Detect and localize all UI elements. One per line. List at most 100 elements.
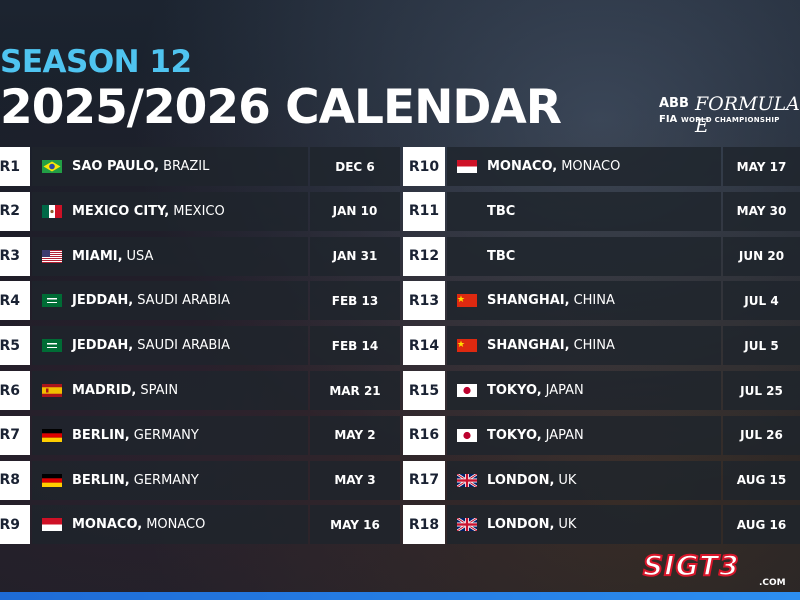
race-city: MIAMI, xyxy=(72,248,123,264)
race-country: JAPAN xyxy=(545,427,584,443)
round-number: R17 xyxy=(403,460,445,500)
race-location: LONDON, UK xyxy=(447,505,721,545)
race-location: TOKYO, JAPAN xyxy=(447,415,721,455)
logo-formula: FORMULA E xyxy=(695,93,800,137)
usa-flag-icon xyxy=(42,249,62,263)
race-location: BERLIN, GERMANY xyxy=(32,460,308,500)
race-city: MONACO, xyxy=(487,159,558,174)
race-date: FEB 14 xyxy=(310,326,400,366)
round-number: R4 xyxy=(0,281,30,321)
logo-abb: ABB xyxy=(659,96,689,111)
calendar-row-r13: R13 SHANGHAI, CHINA JUL 4 xyxy=(403,281,800,321)
round-number: R16 xyxy=(403,415,445,455)
race-country: GERMANY xyxy=(133,427,199,443)
race-country: MONACO xyxy=(146,517,206,533)
saudi-flag-icon xyxy=(42,294,62,308)
round-number: R14 xyxy=(403,326,445,366)
bottom-accent-bar xyxy=(0,592,800,600)
race-country: JAPAN xyxy=(545,383,584,398)
race-location: TBC xyxy=(447,191,721,231)
season-label: SEASON 12 xyxy=(0,44,192,80)
calendar-row-r9: R9 MONACO, MONACO MAY 16 xyxy=(0,505,400,545)
calendar-row-r5: R5 JEDDAH, SAUDI ARABIA FEB 14 xyxy=(0,326,400,366)
japan-flag-icon xyxy=(457,428,477,442)
race-location: JEDDAH, SAUDI ARABIA xyxy=(32,326,308,366)
round-number: R9 xyxy=(0,505,30,545)
calendar-row-r12: R12 TBC JUN 20 xyxy=(403,236,800,276)
race-city: SHANGHAI, xyxy=(487,338,570,354)
round-number: R15 xyxy=(403,371,445,410)
calendar-row-r6: R6 MADRID, SPAIN MAR 21 xyxy=(0,371,400,410)
china-flag-icon xyxy=(457,294,477,308)
calendar-row-r10: R10 MONACO, MONACO MAY 17 xyxy=(403,147,800,186)
calendar-row-r2: R2 MEXICO CITY, MEXICO JAN 10 xyxy=(0,191,400,231)
calendar-row-r18: R18 LONDON, UK AUG 16 xyxy=(403,505,800,545)
race-city: MEXICO CITY, xyxy=(72,203,170,219)
race-location: JEDDAH, SAUDI ARABIA xyxy=(32,281,308,321)
race-date: MAY 17 xyxy=(723,147,800,186)
race-location: MONACO, MONACO xyxy=(32,505,308,545)
race-date: DEC 6 xyxy=(310,147,400,186)
uk-flag-icon xyxy=(457,473,477,487)
race-city: MONACO, xyxy=(72,517,143,533)
race-date: MAY 2 xyxy=(310,415,400,455)
round-number: R12 xyxy=(403,236,445,276)
race-city: MADRID, xyxy=(72,383,137,398)
race-city: JEDDAH, xyxy=(72,293,134,309)
race-location: MEXICO CITY, MEXICO xyxy=(32,191,308,231)
page-title: 2025/2026 CALENDAR xyxy=(0,80,562,135)
no-flag-placeholder xyxy=(457,205,477,218)
race-city: TOKYO, xyxy=(487,427,542,443)
race-city: LONDON, xyxy=(487,472,555,488)
saudi-flag-icon xyxy=(42,339,62,353)
watermark-name: SIGT3 xyxy=(642,548,740,583)
race-date: MAR 21 xyxy=(310,371,400,410)
race-date: JAN 10 xyxy=(310,191,400,231)
round-number: R10 xyxy=(403,147,445,186)
race-city: BERLIN, xyxy=(72,427,130,443)
race-date: MAY 16 xyxy=(310,505,400,545)
race-date: MAY 3 xyxy=(310,460,400,500)
race-location: TOKYO, JAPAN xyxy=(447,371,721,410)
race-city: SHANGHAI, xyxy=(487,293,570,309)
race-city: SAO PAULO, xyxy=(72,159,160,174)
germany-flag-icon xyxy=(42,473,62,487)
round-number: R3 xyxy=(0,236,30,276)
race-location: TBC xyxy=(447,236,721,276)
calendar-row-r8: R8 BERLIN, GERMANY MAY 3 xyxy=(0,460,400,500)
brazil-flag-icon xyxy=(42,160,62,173)
race-date: JUL 25 xyxy=(723,371,800,410)
race-date: AUG 15 xyxy=(723,460,800,500)
race-country: BRAZIL xyxy=(163,159,210,174)
round-number: R6 xyxy=(0,371,30,410)
uk-flag-icon xyxy=(457,518,477,532)
race-country: SAUDI ARABIA xyxy=(137,338,231,354)
no-flag-placeholder xyxy=(457,250,477,263)
japan-flag-icon xyxy=(457,384,477,397)
round-number: R1 xyxy=(0,147,30,186)
watermark-logo: SIGT3 .COM xyxy=(641,548,800,588)
race-date: JUL 26 xyxy=(723,415,800,455)
race-date: JUL 4 xyxy=(723,281,800,321)
race-country: CHINA xyxy=(573,293,615,309)
race-location: MIAMI, USA xyxy=(32,236,308,276)
race-location: SHANGHAI, CHINA xyxy=(447,326,721,366)
monaco-flag-icon xyxy=(457,160,477,173)
race-location: BERLIN, GERMANY xyxy=(32,415,308,455)
race-country: SPAIN xyxy=(140,383,179,398)
calendar-row-r1: R1 SAO PAULO, BRAZIL DEC 6 xyxy=(0,147,400,186)
race-date: JUL 5 xyxy=(723,326,800,366)
calendar-row-r4: R4 JEDDAH, SAUDI ARABIA FEB 13 xyxy=(0,281,400,321)
round-number: R2 xyxy=(0,191,30,231)
race-date: MAY 30 xyxy=(723,191,800,231)
calendar-row-r16: R16 TOKYO, JAPAN JUL 26 xyxy=(403,415,800,455)
calendar-row-r7: R7 BERLIN, GERMANY MAY 2 xyxy=(0,415,400,455)
round-number: R11 xyxy=(403,191,445,231)
race-location: MONACO, MONACO xyxy=(447,147,721,186)
race-country: GERMANY xyxy=(133,472,199,488)
germany-flag-icon xyxy=(42,428,62,442)
round-number: R5 xyxy=(0,326,30,366)
race-location: SAO PAULO, BRAZIL xyxy=(32,147,308,186)
race-country: USA xyxy=(126,248,154,264)
calendar-row-r14: R14 SHANGHAI, CHINA JUL 5 xyxy=(403,326,800,366)
